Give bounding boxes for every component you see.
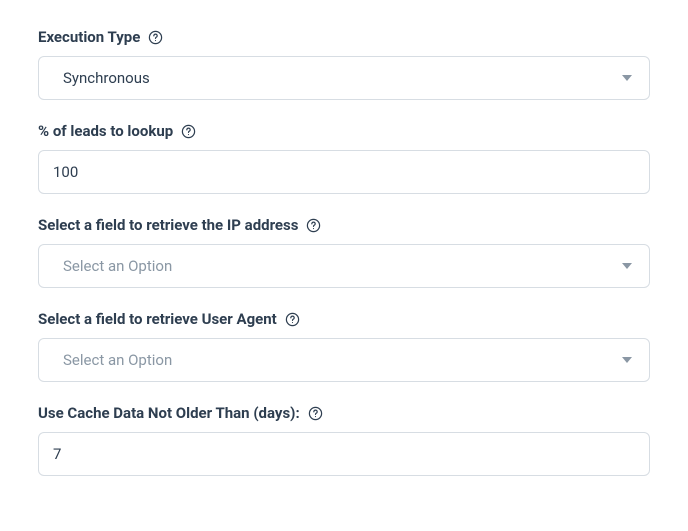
select-value: Synchronous (63, 69, 150, 87)
label-text: % of leads to lookup (38, 122, 173, 140)
help-icon[interactable] (308, 406, 323, 421)
help-icon[interactable] (181, 124, 196, 139)
field-group-user-agent-field: Select a field to retrieve User Agent Se… (38, 310, 650, 382)
user-agent-field-select[interactable]: Select an Option (38, 338, 650, 382)
help-icon[interactable] (306, 218, 321, 233)
leads-lookup-input[interactable] (38, 150, 650, 194)
ip-field-select-wrapper: Select an Option (38, 244, 650, 288)
label-text: Select a field to retrieve the IP addres… (38, 216, 298, 234)
field-label: Use Cache Data Not Older Than (days): (38, 404, 650, 422)
field-group-cache-days: Use Cache Data Not Older Than (days): (38, 404, 650, 476)
execution-type-select-wrapper: Synchronous (38, 56, 650, 100)
ip-field-select[interactable]: Select an Option (38, 244, 650, 288)
help-icon[interactable] (285, 312, 300, 327)
help-icon[interactable] (148, 30, 163, 45)
field-group-leads-lookup: % of leads to lookup (38, 122, 650, 194)
field-group-ip-field: Select a field to retrieve the IP addres… (38, 216, 650, 288)
user-agent-field-select-wrapper: Select an Option (38, 338, 650, 382)
field-label: Execution Type (38, 28, 650, 46)
field-group-execution-type: Execution Type Synchronous (38, 28, 650, 100)
execution-type-select[interactable]: Synchronous (38, 56, 650, 100)
label-text: Use Cache Data Not Older Than (days): (38, 404, 300, 422)
select-value: Select an Option (63, 257, 172, 275)
cache-days-input[interactable] (38, 432, 650, 476)
field-label: % of leads to lookup (38, 122, 650, 140)
field-label: Select a field to retrieve User Agent (38, 310, 650, 328)
select-value: Select an Option (63, 351, 172, 369)
label-text: Execution Type (38, 28, 140, 46)
field-label: Select a field to retrieve the IP addres… (38, 216, 650, 234)
label-text: Select a field to retrieve User Agent (38, 310, 277, 328)
